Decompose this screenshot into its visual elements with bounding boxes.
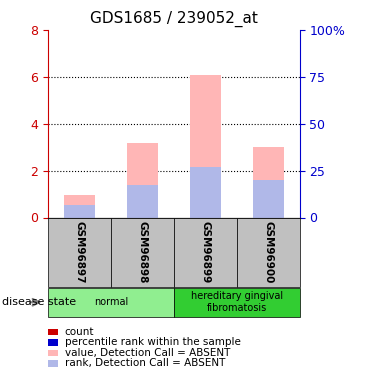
Text: rank, Detection Call = ABSENT: rank, Detection Call = ABSENT (65, 358, 225, 368)
Text: percentile rank within the sample: percentile rank within the sample (65, 338, 240, 347)
Text: hereditary gingival
fibromatosis: hereditary gingival fibromatosis (191, 291, 283, 313)
Text: GSM96900: GSM96900 (263, 221, 273, 284)
Text: GSM96897: GSM96897 (74, 221, 85, 284)
Text: disease state: disease state (2, 297, 76, 307)
Bar (64, 195, 95, 217)
Bar (127, 142, 158, 218)
Bar (127, 185, 158, 218)
Bar (64, 205, 95, 218)
Text: count: count (65, 327, 94, 337)
Bar (253, 147, 284, 218)
Bar (190, 75, 221, 217)
Text: normal: normal (94, 297, 128, 307)
Bar (190, 167, 221, 217)
Bar (253, 180, 284, 218)
Text: value, Detection Call = ABSENT: value, Detection Call = ABSENT (65, 348, 230, 358)
Title: GDS1685 / 239052_at: GDS1685 / 239052_at (90, 11, 258, 27)
Text: GSM96898: GSM96898 (137, 221, 148, 284)
Text: GSM96899: GSM96899 (200, 221, 211, 284)
